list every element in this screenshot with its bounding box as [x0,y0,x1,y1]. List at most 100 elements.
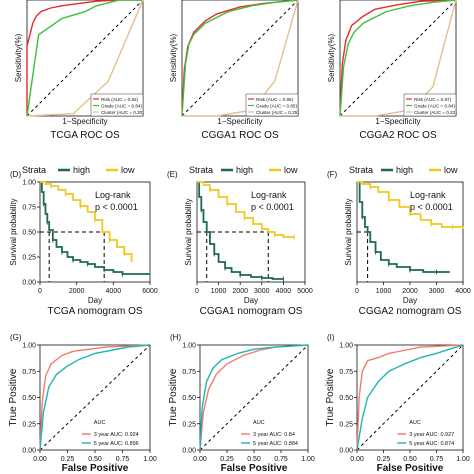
legend-entry: 3 year AUC: 0.924 [94,432,139,438]
panel-f: (F) 0 1000 2000 3000 4000 Day Survival probabil… [327,165,471,317]
x-axis-label: Day [244,296,258,305]
x-tick-label: 6000 [142,288,158,295]
y-axis-label: Survival probability [184,198,193,265]
diagonal-reference-line [356,344,464,451]
legend-entry: Grade (AUC = 0.85) [256,104,297,109]
x-tick-label: 0.00 [193,456,207,463]
logrank-label: Log-rank [251,190,287,200]
panel-i: (I) 0.00 0.25 0.50 0.75 1.00 0.00 0.25 0.50 0.75 1… [325,333,470,474]
y-tick-label: 0.25 [339,421,353,428]
x-tick-label: 0.50 [247,456,261,463]
panel-b: 1−Specificity Sensitivity(%) CGGA1 ROC OS R… [169,0,299,141]
panel-letter: (E) [167,170,178,179]
legend-entry: high [396,165,413,175]
legend-entry: high [73,165,90,175]
y-axis-label: True Positive [8,368,19,426]
y-tick-label: 0.50 [22,230,36,237]
x-tick-label: 0.50 [88,456,102,463]
x-tick-label: 1000 [376,288,392,295]
y-tick-label: 0.25 [22,255,36,262]
x-tick-label: 2000 [69,288,85,295]
series-line-1 [40,181,133,262]
x-tick-label: 3000 [254,288,270,295]
x-tick-label: 2000 [232,288,248,295]
panel-letter: (G) [10,333,22,342]
series-line-0 [339,0,457,117]
legend-entry: 5 year AUC: 0.884 [253,441,298,447]
series-line-1 [199,344,309,451]
y-tick-label: 0.00 [22,448,36,455]
legend-entry: Grade (AUC = 0.84) [414,104,455,109]
x-axis-label: 1−Specificity [217,117,262,126]
y-tick-label: 1.00 [339,343,353,350]
legend-entry: Cluster (AUC = 0.22) [414,110,457,115]
series-line-1 [356,344,464,451]
legend-entry: Risk (AUC = 0.86) [256,97,294,102]
panel-caption: CGGA1 nomogram OS [200,306,303,317]
logrank-label: Log-rank [95,190,131,200]
x-tick-label: 0 [355,288,359,295]
plot-frame [339,0,457,117]
y-tick-label: 1.00 [182,343,196,350]
series-line-0 [39,344,151,451]
series-line-0 [26,0,143,116]
x-tick-label: 1000 [211,288,227,295]
logrank-label: Log-rank [410,190,446,200]
series-line-0 [40,181,150,275]
y-axis-label: Survival probability [9,198,18,265]
logrank-pvalue: p < 0.0001 [410,202,453,212]
y-tick-label: 0.50 [22,395,36,402]
panel-h: (H) 0.00 0.25 0.50 0.75 1.00 0.00 0.25 0.50 0.75 1… [168,333,315,474]
y-tick-label: 0.75 [339,369,353,376]
y-axis-label: True Positive [325,368,336,426]
x-tick-label: 0 [38,288,42,295]
legend-entry: 5 year AUC: 0.874 [409,441,454,447]
legend-box [403,93,457,117]
series-line-1 [26,0,143,117]
legend-box [90,93,144,117]
legend-entry: low [284,165,298,175]
legend-entry: 3 year AUC: 0.84 [253,432,295,438]
y-tick-label: 0.75 [182,369,196,376]
panel-letter: (I) [327,333,335,342]
legend-entry: 3 year AUC: 0.927 [409,432,454,438]
y-tick-label: 1.00 [22,180,36,187]
x-tick-label: 0 [195,288,199,295]
x-tick-label: 0.75 [274,456,288,463]
x-tick-label: 4000 [276,288,292,295]
x-tick-label: 0.50 [403,456,417,463]
panel-letter: (F) [327,170,338,179]
y-tick-label: 0.25 [182,421,196,428]
x-tick-label: 3000 [429,288,445,295]
x-tick-label: 0.25 [61,456,75,463]
panel-a: 1−Specificity Sensitivity(%) TCGA ROC OS Ri… [14,0,144,141]
diagonal-reference-line [199,344,309,451]
series-line-1 [339,0,457,117]
series-line-0 [356,344,464,451]
diagonal-reference-line [39,344,151,451]
x-tick-label: 0.00 [350,456,364,463]
logrank-pvalue: p < 0.0001 [251,202,294,212]
panel-d: (D) 0 2000 4000 6000 0.00 0.25 0.50 0.75 1.00 Day S… [9,165,158,317]
legend-title: AUC [94,420,106,426]
x-axis-label: False Positive [62,463,129,474]
x-axis-label: Day [88,296,102,305]
x-axis-label: False Positive [221,463,288,474]
x-tick-label: 1.00 [301,456,315,463]
x-tick-label: 0.00 [33,456,47,463]
panel-g: (G) 0.00 0.25 0.50 0.75 1.00 0.00 0.25 0.50 0.75 1… [8,333,157,474]
y-tick-label: 0.75 [22,369,36,376]
y-tick-label: 0.25 [22,421,36,428]
legend-title: AUC [253,420,265,426]
y-tick-label: 0.50 [339,395,353,402]
y-tick-label: 0.75 [22,205,36,212]
x-tick-label: 2000 [402,288,418,295]
legend-title: Strata [22,165,46,175]
panel-caption: CGGA1 ROC OS [201,130,279,141]
y-axis-label: Sensitivity(%) [169,33,178,82]
legend-title: AUC [409,420,421,426]
y-tick-label: 0.50 [182,395,196,402]
y-axis-label: Sensitivity(%) [14,33,23,82]
legend-entry: Grade (AUC = 0.84) [101,104,142,109]
